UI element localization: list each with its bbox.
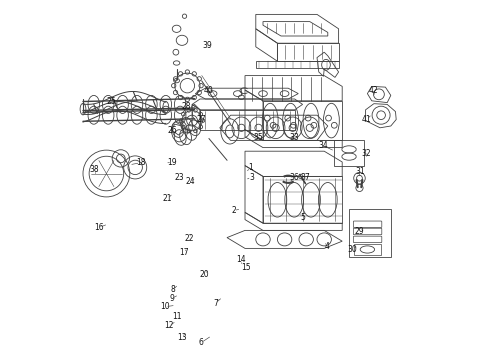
Text: 29: 29 [355, 227, 364, 236]
Text: 4: 4 [325, 242, 329, 251]
Text: 38: 38 [90, 165, 99, 174]
Text: 5: 5 [300, 213, 305, 222]
Text: 42: 42 [369, 86, 379, 95]
Bar [349, 209, 391, 257]
Text: 15: 15 [241, 263, 250, 271]
Text: 10: 10 [160, 302, 170, 311]
Text: 11: 11 [172, 311, 181, 320]
Text: 16: 16 [95, 223, 104, 232]
Text: 34: 34 [318, 141, 328, 150]
Text: 39: 39 [202, 40, 212, 49]
Text: 20: 20 [200, 270, 210, 279]
Text: 8: 8 [171, 285, 175, 294]
Text: 3: 3 [249, 173, 254, 181]
Text: 14: 14 [237, 256, 246, 264]
Text: 27: 27 [196, 115, 206, 124]
Text: 9: 9 [170, 294, 175, 302]
Text: 13: 13 [177, 333, 187, 342]
Text: 30: 30 [347, 245, 357, 253]
Text: 26: 26 [168, 126, 177, 135]
Text: 17: 17 [179, 248, 189, 257]
Text: 37: 37 [300, 173, 310, 181]
Bar [354, 244, 381, 255]
Text: 31: 31 [355, 166, 365, 175]
Text: 2: 2 [231, 206, 236, 215]
Text: 25: 25 [106, 97, 116, 106]
Bar [334, 140, 364, 166]
Text: 32: 32 [362, 149, 371, 158]
Text: 33: 33 [290, 133, 299, 142]
Text: 24: 24 [186, 177, 195, 186]
Text: 6: 6 [198, 338, 203, 347]
Text: 12: 12 [164, 321, 173, 330]
Text: 19: 19 [168, 158, 177, 167]
Text: 28: 28 [182, 102, 192, 111]
Text: 35: 35 [254, 133, 264, 142]
Text: 22: 22 [184, 234, 194, 243]
Text: 21: 21 [163, 194, 172, 203]
Text: 41: 41 [362, 115, 371, 124]
Text: 23: 23 [174, 173, 184, 181]
Text: 36: 36 [290, 173, 299, 181]
Text: 40: 40 [203, 86, 213, 95]
Text: 1: 1 [248, 163, 253, 172]
Text: 7: 7 [213, 299, 218, 307]
Text: 18: 18 [136, 158, 146, 167]
